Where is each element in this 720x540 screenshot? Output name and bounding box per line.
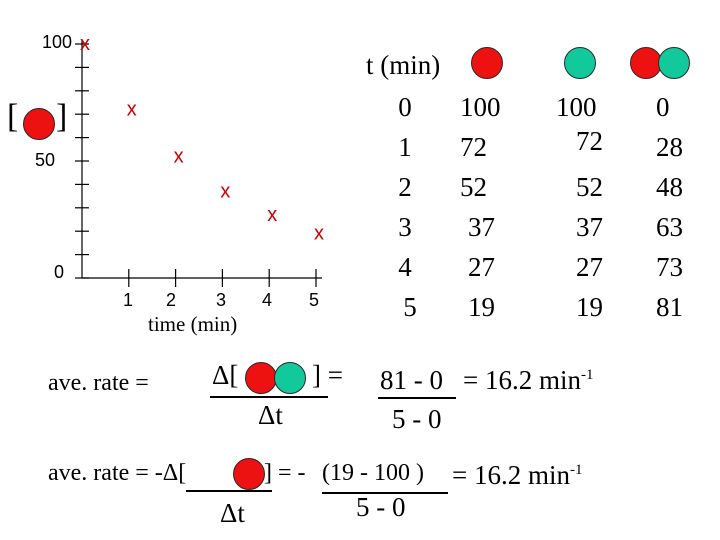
data-point-5: x	[314, 223, 324, 245]
formula2-close-eq: ] = -	[264, 460, 306, 486]
data-point-2: x	[174, 145, 184, 167]
list-item: 19	[468, 292, 495, 322]
data-point-4: x	[267, 204, 277, 226]
list-item: 27	[468, 252, 495, 282]
list-item: 2	[398, 172, 412, 202]
time-column: 0 1 2 3 4 5	[385, 87, 425, 327]
list-item: 19	[576, 292, 603, 322]
x-tick-label-3: 3	[216, 290, 227, 310]
formula1-numerator: 81 - 0	[380, 365, 443, 395]
green-concentration-column: 100 72 52 37 27 19	[556, 87, 626, 327]
data-point-0: x	[80, 33, 90, 55]
y-label-50: 50	[35, 150, 56, 170]
graph-axes: x x x x x x	[75, 33, 324, 287]
formula1-exponent: -1	[580, 367, 594, 383]
formula2-fraction-bar	[186, 490, 272, 492]
list-item: 1	[398, 132, 412, 162]
red-molecule-icon	[245, 362, 277, 394]
list-item: 100	[460, 92, 501, 122]
bracket-close: ]	[56, 98, 68, 135]
list-item: 52	[460, 172, 487, 202]
x-axis-label: time (min)	[148, 312, 238, 336]
data-point-3: x	[220, 180, 230, 202]
formula2-numerator: (19 - 100 )	[322, 460, 424, 486]
x-tick-label-5: 5	[309, 290, 320, 310]
pair-concentration-column: 0 28 48 63 73 81	[652, 87, 702, 327]
formula1-fraction-bar	[210, 396, 328, 398]
list-item: 3	[398, 212, 412, 242]
formula1-result: = 16.2 min-1	[463, 365, 593, 396]
y-label-100: 100	[42, 32, 73, 52]
y-label-0: 0	[54, 262, 65, 282]
data-point-1: x	[127, 99, 137, 121]
formula2-result: = 16.2 min-1	[452, 460, 582, 491]
list-item: 52	[576, 172, 603, 202]
list-item: 72	[576, 126, 603, 156]
x-tick-label-1: 1	[123, 290, 134, 310]
formula1-lhs: ave. rate =	[48, 370, 149, 396]
list-item: 0	[398, 92, 412, 122]
formula1-close-eq: ] =	[312, 360, 343, 390]
formula2-denominator: Δt	[220, 498, 245, 528]
list-item: 27	[576, 252, 603, 282]
list-item: 73	[656, 252, 683, 282]
formula2-den-value: 5 - 0	[356, 492, 406, 522]
formula1-den-value: 5 - 0	[392, 404, 442, 434]
list-item: 37	[468, 212, 495, 242]
red-molecule-icon	[471, 47, 503, 79]
list-item: 5	[403, 292, 417, 322]
table-header: t (min)	[366, 50, 441, 80]
list-item: 0	[656, 92, 670, 122]
list-item: 81	[656, 292, 683, 322]
red-concentration-column: 100 72 52 37 27 19	[460, 87, 520, 327]
green-molecule-icon	[564, 47, 596, 79]
red-molecule-icon	[630, 47, 662, 79]
list-item: 28	[656, 132, 683, 162]
formula1-result-text: = 16.2 min	[463, 365, 581, 395]
formula1-denominator: Δt	[258, 400, 283, 430]
list-item: 63	[656, 212, 683, 242]
formula2-num-bar	[322, 492, 448, 494]
green-molecule-icon	[658, 47, 690, 79]
list-item: 4	[398, 252, 412, 282]
green-molecule-icon	[274, 362, 306, 394]
list-item: 37	[576, 212, 603, 242]
bracket-open: [	[7, 98, 19, 135]
list-item: 48	[656, 172, 683, 202]
red-molecule-icon	[233, 458, 265, 490]
formula2-result-text: = 16.2 min	[452, 460, 570, 490]
red-molecule-icon	[23, 108, 55, 140]
formula1-delta-open: Δ[	[212, 360, 239, 390]
x-tick-label-2: 2	[166, 290, 177, 310]
list-item: 72	[460, 132, 487, 162]
formula2-lhs: ave. rate = -Δ[	[48, 460, 187, 486]
formula1-num-bar	[378, 397, 456, 399]
x-tick-label-4: 4	[262, 290, 273, 310]
list-item: 100	[556, 92, 597, 122]
formula2-exponent: -1	[569, 462, 583, 478]
